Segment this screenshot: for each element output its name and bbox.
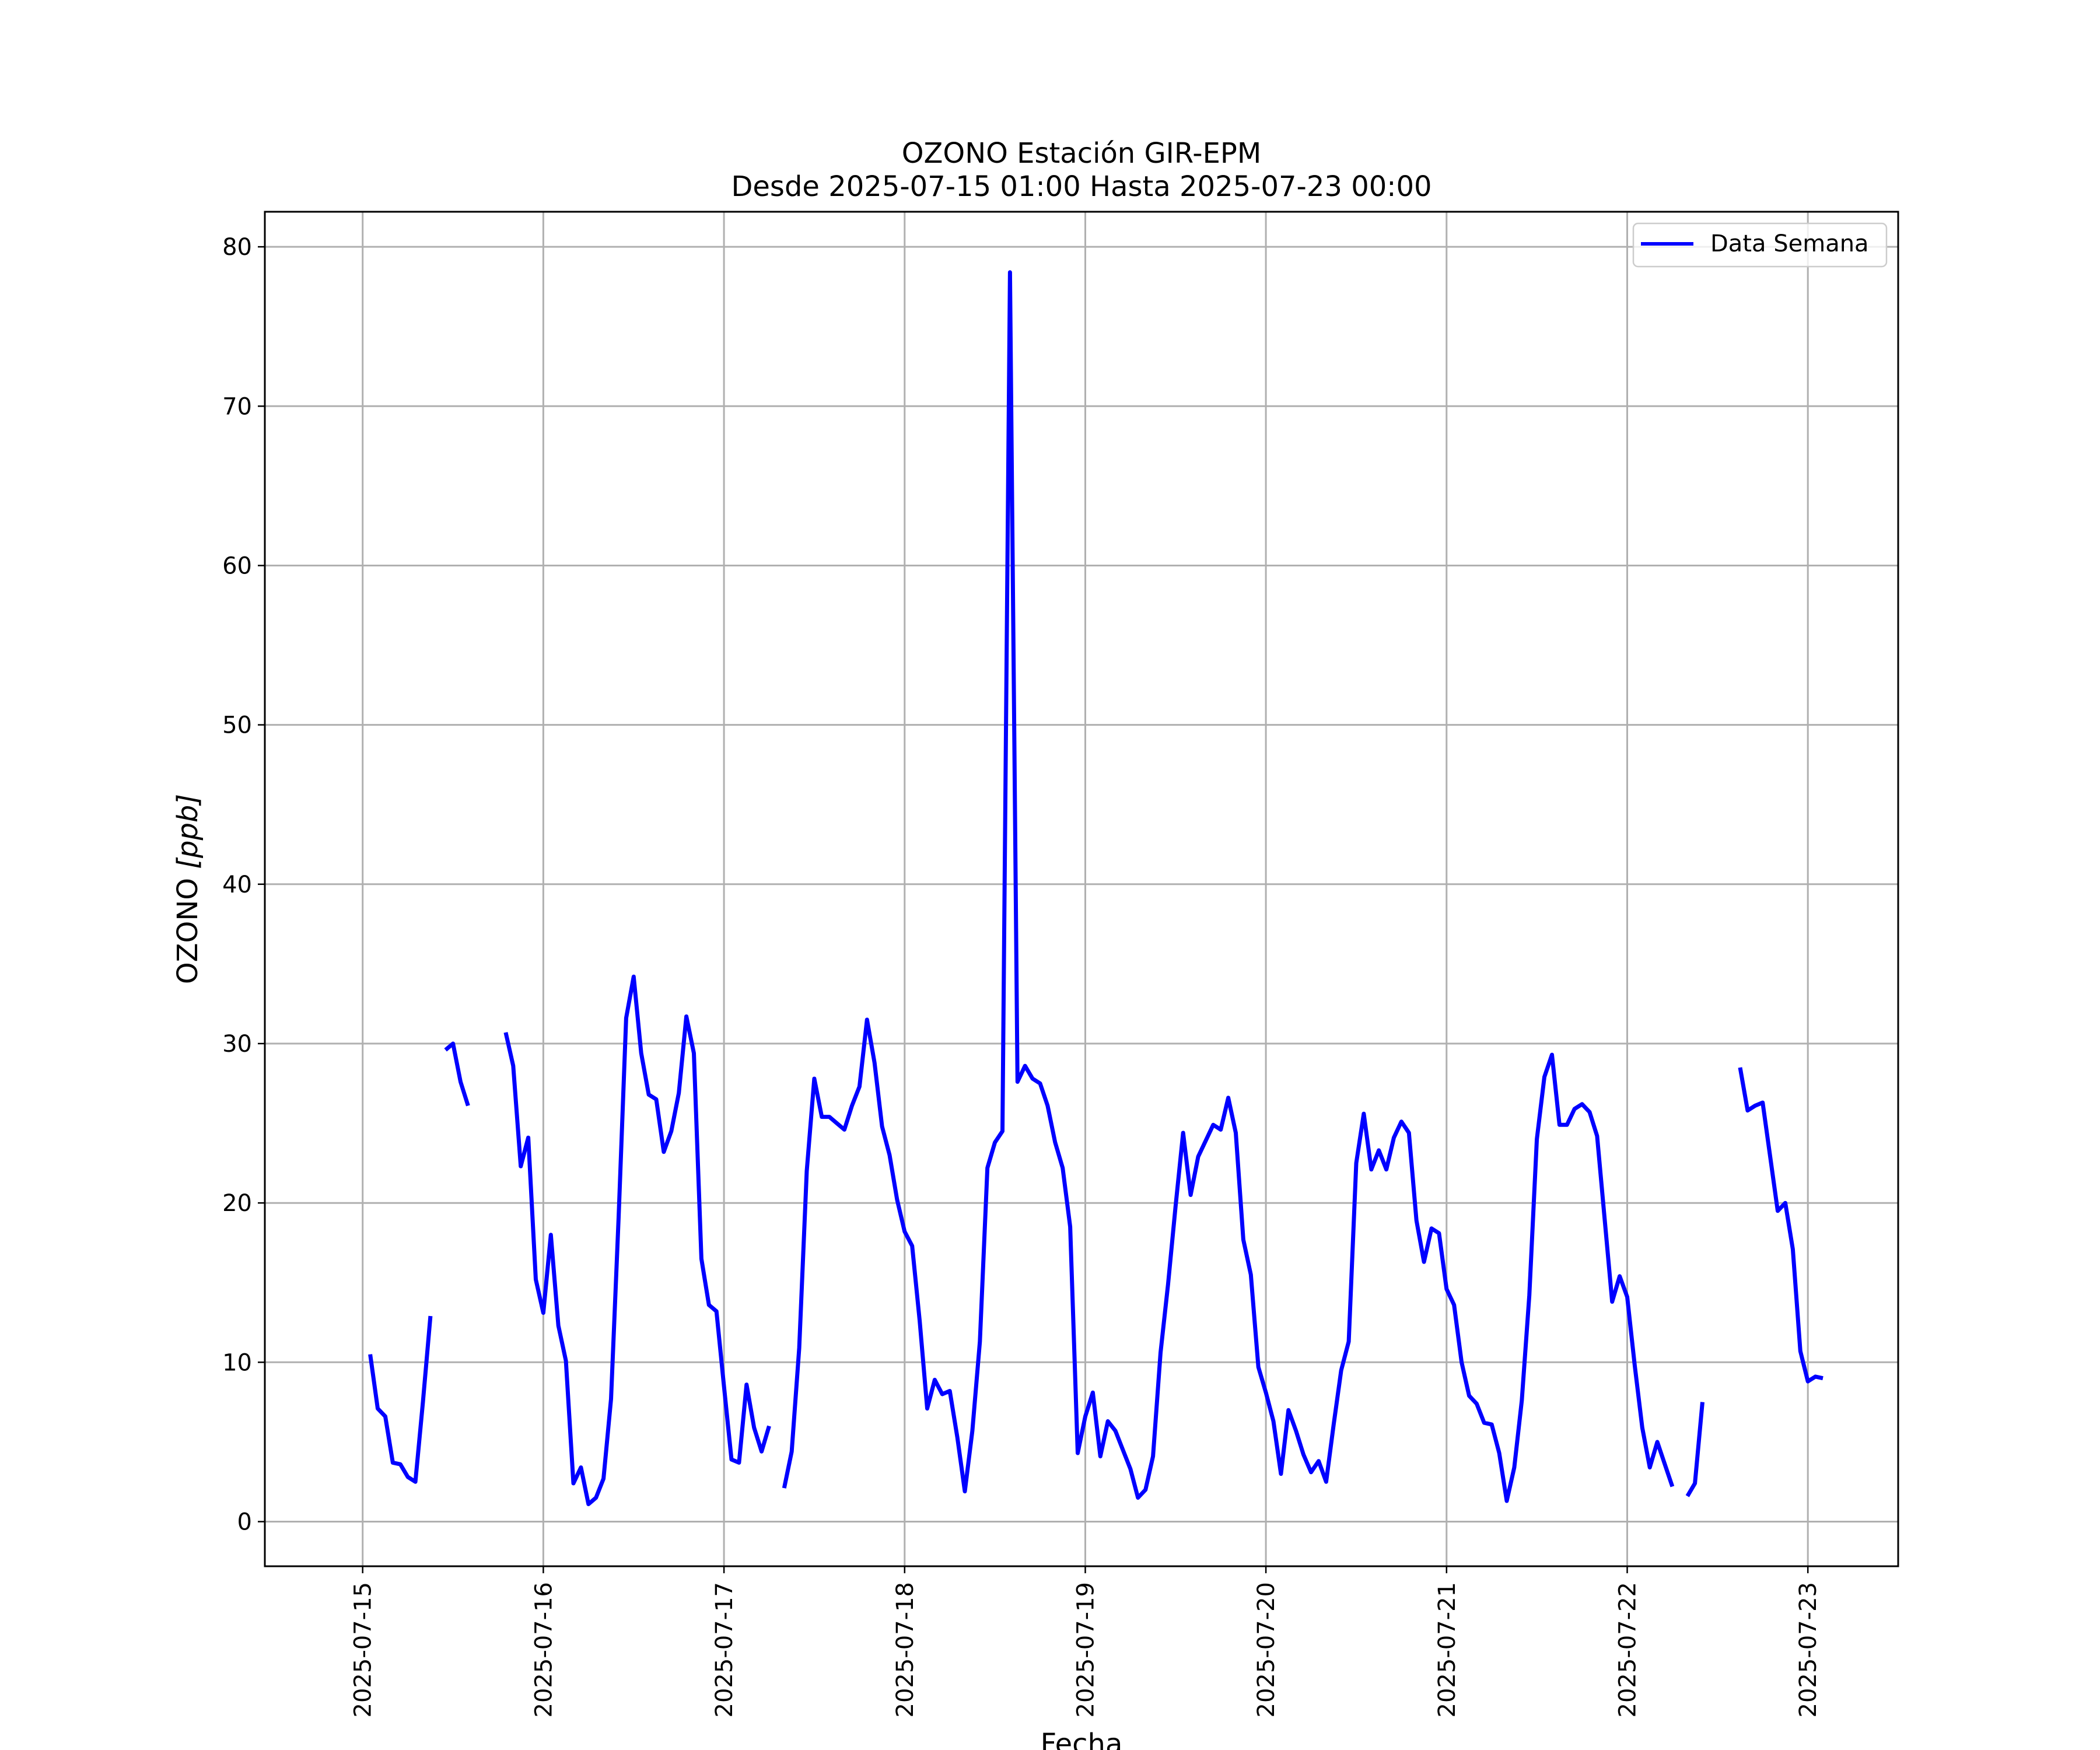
grid — [265, 212, 1898, 1566]
x-tick-label: 2025-07-16 — [530, 1582, 557, 1717]
legend-box — [1632, 222, 1888, 268]
series-line-segment — [368, 1315, 433, 1484]
y-tick-label: 40 — [222, 872, 252, 898]
legend-label: Data Semana — [1710, 230, 1869, 257]
series-line-segment — [503, 974, 771, 1506]
x-tick-label: 2025-07-23 — [1795, 1582, 1822, 1717]
x-tick-label: 2025-07-19 — [1073, 1582, 1100, 1717]
plot-frame — [264, 211, 1899, 1567]
x-tick-label: 2025-07-21 — [1434, 1582, 1461, 1717]
series-line-segment — [1685, 1402, 1704, 1497]
y-tick-label: 30 — [222, 1031, 252, 1058]
series-line-segment — [782, 270, 1675, 1503]
chart-subtitle: Desde 2025-07-15 01:00 Hasta 2025-07-23 … — [731, 170, 1432, 203]
y-tick-label: 10 — [222, 1349, 252, 1376]
y-tick-label: 70 — [222, 393, 252, 420]
y-tick-label: 0 — [237, 1509, 252, 1536]
series-data-semana — [368, 270, 1824, 1506]
chart-title: OZONO Estación GIR-EPM — [902, 137, 1262, 170]
y-tick-label: 80 — [222, 234, 252, 261]
y-axis-label-unit: [ppb] — [172, 794, 204, 869]
x-tick-label: 2025-07-17 — [711, 1582, 738, 1717]
legend: Data Semana — [1632, 222, 1888, 268]
y-tick-label: 60 — [222, 553, 252, 580]
x-tick-label: 2025-07-22 — [1615, 1582, 1642, 1717]
x-tick-label: 2025-07-15 — [350, 1582, 377, 1717]
x-tick-label: 2025-07-20 — [1253, 1582, 1280, 1717]
axis-ticks: 0 10 20 30 40 50 60 70 80 2025-07-15 2025-07-16 202… — [222, 234, 1822, 1717]
y-axis-label: OZONO [ppb] — [172, 794, 204, 984]
x-axis-label: Fecha — [1041, 1728, 1123, 1750]
y-tick-label: 50 — [222, 712, 252, 739]
y-tick-label: 20 — [222, 1190, 252, 1217]
y-axis-label-main: OZONO — [172, 869, 204, 984]
x-tick-label: 2025-07-18 — [892, 1582, 919, 1717]
series-line-segment — [444, 1041, 470, 1107]
series-line-segment — [1738, 1067, 1824, 1384]
